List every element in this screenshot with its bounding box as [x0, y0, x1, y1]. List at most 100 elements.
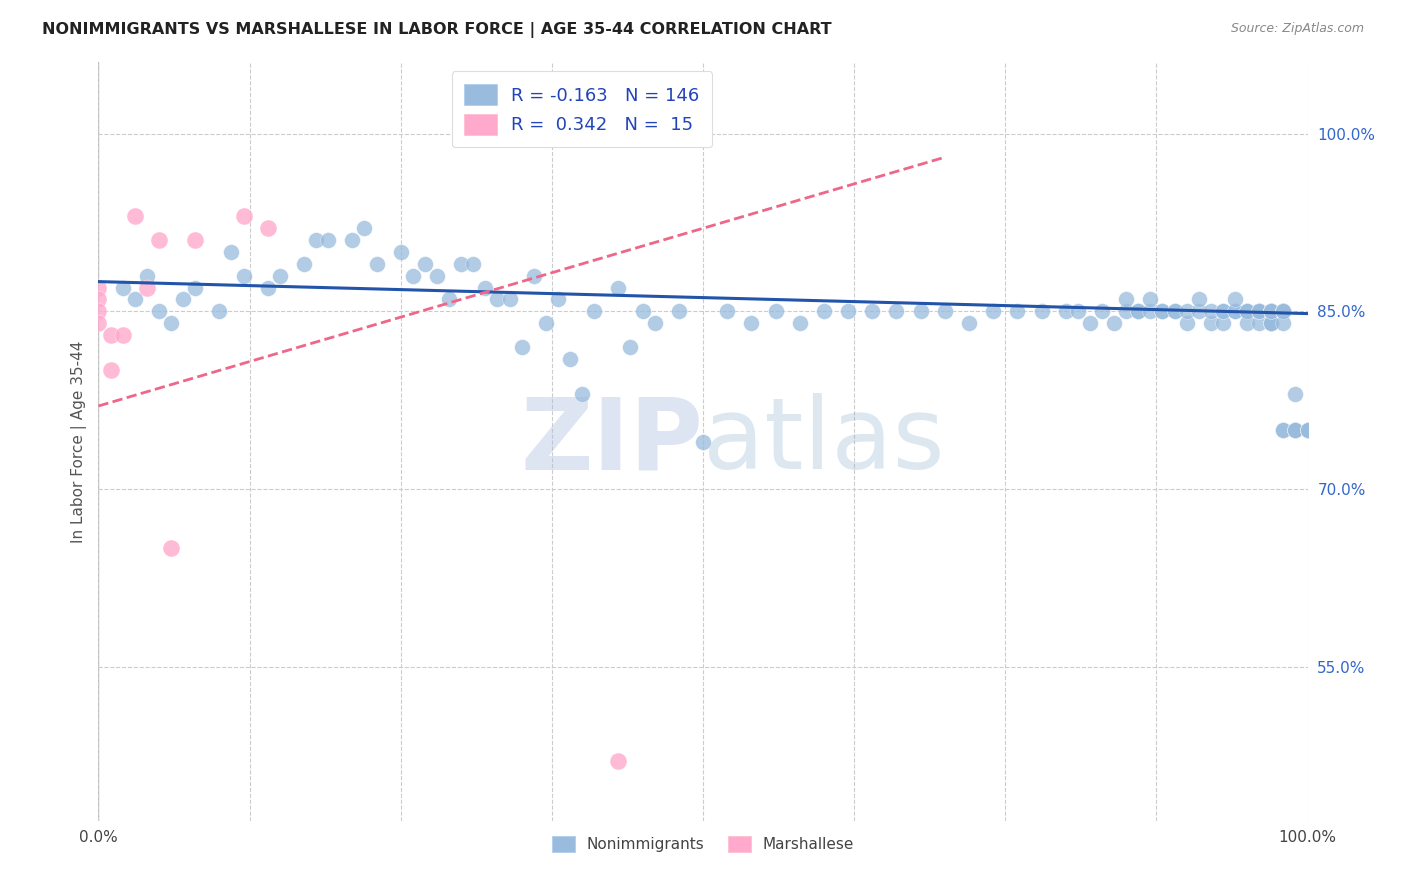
Point	[1260, 304, 1282, 318]
Point	[87, 280, 110, 294]
Point	[1260, 316, 1282, 330]
Point	[1260, 304, 1282, 318]
Point	[523, 268, 546, 283]
Point	[1102, 316, 1125, 330]
Point	[1284, 423, 1306, 437]
Point	[1272, 304, 1295, 318]
Point	[534, 316, 557, 330]
Point	[1284, 423, 1306, 437]
Point	[426, 268, 449, 283]
Point	[1260, 304, 1282, 318]
Point	[1054, 304, 1077, 318]
Point	[1152, 304, 1174, 318]
Point	[1188, 293, 1211, 307]
Point	[1139, 304, 1161, 318]
Point	[1272, 304, 1295, 318]
Point	[1260, 304, 1282, 318]
Point	[1199, 304, 1222, 318]
Point	[1260, 304, 1282, 318]
Point	[1223, 304, 1246, 318]
Point	[1296, 423, 1319, 437]
Point	[1260, 304, 1282, 318]
Point	[437, 293, 460, 307]
Point	[305, 233, 328, 247]
Point	[1284, 423, 1306, 437]
Point	[87, 304, 110, 318]
Point	[1031, 304, 1053, 318]
Point	[1260, 304, 1282, 318]
Point	[389, 244, 412, 259]
Point	[1272, 423, 1295, 437]
Point	[1128, 304, 1150, 318]
Point	[1260, 304, 1282, 318]
Point	[1260, 304, 1282, 318]
Point	[668, 304, 690, 318]
Point	[148, 304, 170, 318]
Point	[1296, 423, 1319, 437]
Point	[498, 293, 520, 307]
Point	[1115, 293, 1137, 307]
Point	[1212, 304, 1234, 318]
Point	[860, 304, 883, 318]
Point	[208, 304, 231, 318]
Point	[1272, 304, 1295, 318]
Point	[1260, 304, 1282, 318]
Point	[837, 304, 859, 318]
Point	[583, 304, 606, 318]
Point	[631, 304, 654, 318]
Point	[232, 210, 254, 224]
Point	[160, 316, 183, 330]
Point	[1260, 316, 1282, 330]
Point	[1152, 304, 1174, 318]
Point	[184, 233, 207, 247]
Point	[1284, 423, 1306, 437]
Point	[1236, 304, 1258, 318]
Point	[413, 257, 436, 271]
Point	[789, 316, 811, 330]
Point	[1249, 304, 1271, 318]
Point	[1272, 304, 1295, 318]
Point	[1260, 304, 1282, 318]
Point	[1223, 304, 1246, 318]
Point	[221, 244, 243, 259]
Point	[1249, 316, 1271, 330]
Point	[1212, 304, 1234, 318]
Point	[1260, 304, 1282, 318]
Point	[1272, 304, 1295, 318]
Point	[184, 280, 207, 294]
Point	[607, 755, 630, 769]
Point	[1260, 316, 1282, 330]
Point	[1296, 423, 1319, 437]
Point	[740, 316, 762, 330]
Point	[1272, 316, 1295, 330]
Point	[558, 351, 581, 366]
Point	[910, 304, 932, 318]
Point	[1128, 304, 1150, 318]
Point	[100, 363, 122, 377]
Point	[232, 268, 254, 283]
Point	[172, 293, 194, 307]
Point	[1067, 304, 1090, 318]
Point	[353, 221, 375, 235]
Point	[510, 340, 533, 354]
Point	[1260, 304, 1282, 318]
Point	[1284, 423, 1306, 437]
Point	[124, 210, 146, 224]
Point	[111, 280, 134, 294]
Point	[1272, 304, 1295, 318]
Point	[1284, 423, 1306, 437]
Text: NONIMMIGRANTS VS MARSHALLESE IN LABOR FORCE | AGE 35-44 CORRELATION CHART: NONIMMIGRANTS VS MARSHALLESE IN LABOR FO…	[42, 22, 832, 38]
Point	[571, 387, 593, 401]
Point	[716, 304, 738, 318]
Point	[1296, 423, 1319, 437]
Point	[1260, 316, 1282, 330]
Point	[1115, 304, 1137, 318]
Point	[1236, 304, 1258, 318]
Point	[1163, 304, 1185, 318]
Point	[87, 293, 110, 307]
Point	[813, 304, 835, 318]
Point	[1272, 304, 1295, 318]
Point	[1296, 423, 1319, 437]
Text: Source: ZipAtlas.com: Source: ZipAtlas.com	[1230, 22, 1364, 36]
Point	[1284, 387, 1306, 401]
